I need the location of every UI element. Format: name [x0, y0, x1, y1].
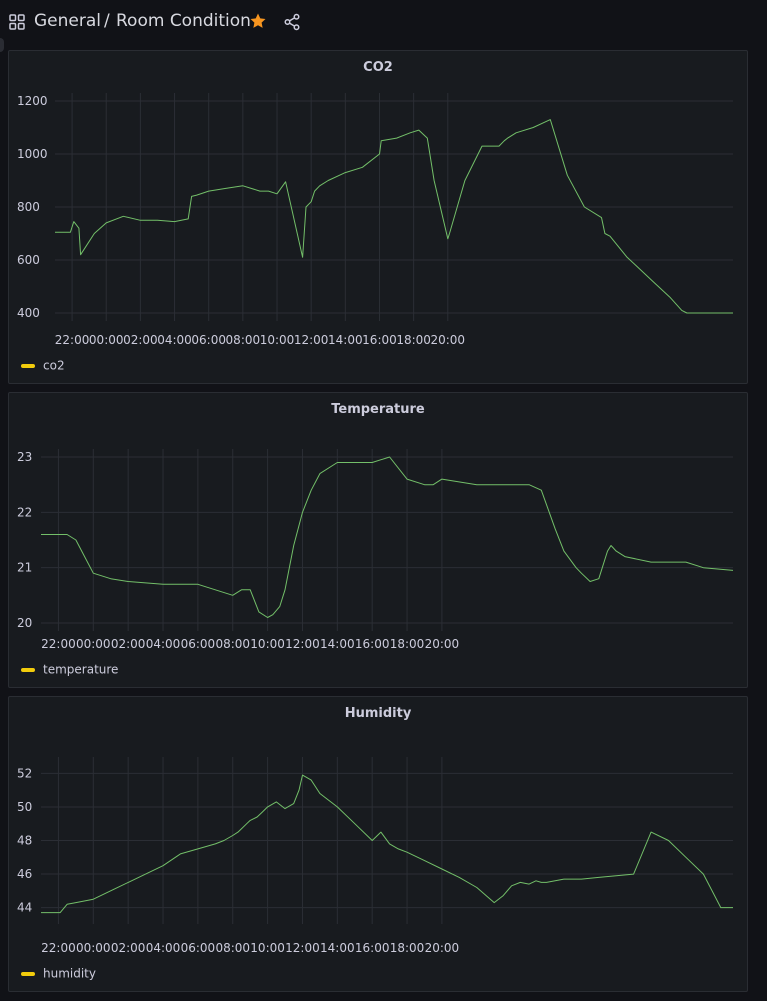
x-tick-label: 10:00 — [260, 333, 295, 347]
y-tick-label: 23 — [17, 450, 32, 464]
temperature-chart: 22:00 00:00 02:00 04:00 06:00 08:00 10:00 12:00… — [17, 449, 734, 651]
x-tick-label: 20:00 — [425, 637, 460, 651]
x-tick-label: 12:00 — [294, 333, 329, 347]
legend-label: humidity — [43, 966, 96, 981]
y-tick-label: 20 — [17, 616, 32, 630]
series-line-co2 — [55, 119, 733, 314]
y-tick-label: 21 — [17, 561, 32, 575]
x-tick-label: 22:00 — [41, 941, 76, 955]
x-tick-label: 00:00 — [76, 941, 111, 955]
x-tick-label: 02:00 — [111, 941, 146, 955]
dashboard-header: General / Room Condition — [0, 0, 767, 44]
x-tick-label: 14:00 — [320, 941, 355, 955]
x-tick-label: 10:00 — [250, 637, 285, 651]
series-line-temperature — [41, 456, 734, 618]
y-tick-label: 400 — [17, 306, 40, 320]
x-tick-label: 18:00 — [390, 637, 425, 651]
dashboard-title[interactable]: Room Condition — [116, 11, 251, 31]
x-tick-label: 12:00 — [285, 941, 320, 955]
y-tick-label: 1200 — [17, 94, 48, 108]
breadcrumb-separator: / — [104, 11, 110, 31]
x-tick-label: 20:00 — [425, 941, 460, 955]
y-tick-label: 44 — [17, 901, 32, 915]
x-tick-label: 08:00 — [215, 941, 250, 955]
y-tick-label: 800 — [17, 200, 40, 214]
breadcrumb-folder[interactable]: General — [34, 11, 101, 31]
y-tick-label: 600 — [17, 253, 40, 267]
x-tick-label: 08:00 — [226, 333, 261, 347]
x-tick-label: 18:00 — [390, 941, 425, 955]
legend-co2[interactable]: co2 — [21, 358, 65, 373]
panel-title[interactable]: Temperature — [331, 402, 425, 417]
x-tick-label: 06:00 — [181, 637, 216, 651]
x-tick-label: 10:00 — [250, 941, 285, 955]
y-tick-label: 48 — [17, 834, 32, 848]
x-tick-label: 00:00 — [89, 333, 124, 347]
x-tick-label: 20:00 — [430, 333, 465, 347]
x-tick-label: 18:00 — [396, 333, 431, 347]
panel-title[interactable]: Humidity — [344, 706, 412, 721]
y-tick-label: 50 — [17, 800, 32, 814]
legend-label: co2 — [43, 358, 65, 373]
x-tick-label: 12:00 — [285, 637, 320, 651]
x-tick-label: 02:00 — [123, 333, 158, 347]
panel-co2: CO2 22:00 00:00 02:00 04:00 06:00 08:00 10:00 1… — [8, 50, 748, 384]
legend-swatch — [21, 363, 35, 368]
x-tick-label: 06:00 — [181, 941, 216, 955]
y-tick-label: 52 — [17, 766, 32, 780]
y-tick-label: 46 — [17, 867, 32, 881]
x-tick-label: 04:00 — [146, 637, 181, 651]
x-tick-label: 04:00 — [157, 333, 192, 347]
x-tick-label: 14:00 — [320, 637, 355, 651]
x-tick-label: 02:00 — [111, 637, 146, 651]
humidity-chart: 22:00 00:00 02:00 04:00 06:00 08:00 10:00 12:00… — [17, 757, 733, 955]
x-tick-label: 22:00 — [41, 637, 76, 651]
star-icon[interactable] — [249, 12, 267, 30]
panel-humidity: Humidity 22:00 00:00 02:00 04:00 06:00 08:00 1… — [8, 696, 748, 992]
x-tick-label: 14:00 — [328, 333, 363, 347]
x-tick-label: 04:00 — [146, 941, 181, 955]
y-tick-label: 22 — [17, 505, 32, 519]
x-tick-label: 00:00 — [76, 637, 111, 651]
x-tick-label: 22:00 — [55, 333, 90, 347]
x-tick-label: 16:00 — [355, 637, 390, 651]
legend-temperature[interactable]: temperature — [21, 662, 118, 677]
legend-swatch — [21, 971, 35, 976]
legend-label: temperature — [43, 662, 119, 677]
x-tick-label: 06:00 — [191, 333, 226, 347]
co2-chart: 22:00 00:00 02:00 04:00 06:00 08:00 10:00 12:00… — [17, 93, 733, 347]
share-icon[interactable] — [283, 13, 301, 31]
series-line-humidity — [41, 774, 733, 914]
legend-swatch — [21, 667, 35, 672]
y-tick-label: 1000 — [17, 147, 48, 161]
grid-icon[interactable] — [9, 14, 25, 30]
legend-humidity[interactable]: humidity — [21, 966, 96, 981]
panel-temperature: Temperature 22:00 00:00 02:00 04:00 06:00 08:… — [8, 392, 748, 688]
sidebar-toggle[interactable] — [0, 38, 4, 52]
x-tick-label: 16:00 — [362, 333, 397, 347]
panel-title[interactable]: CO2 — [363, 60, 393, 75]
x-tick-label: 16:00 — [355, 941, 390, 955]
x-tick-label: 08:00 — [215, 637, 250, 651]
